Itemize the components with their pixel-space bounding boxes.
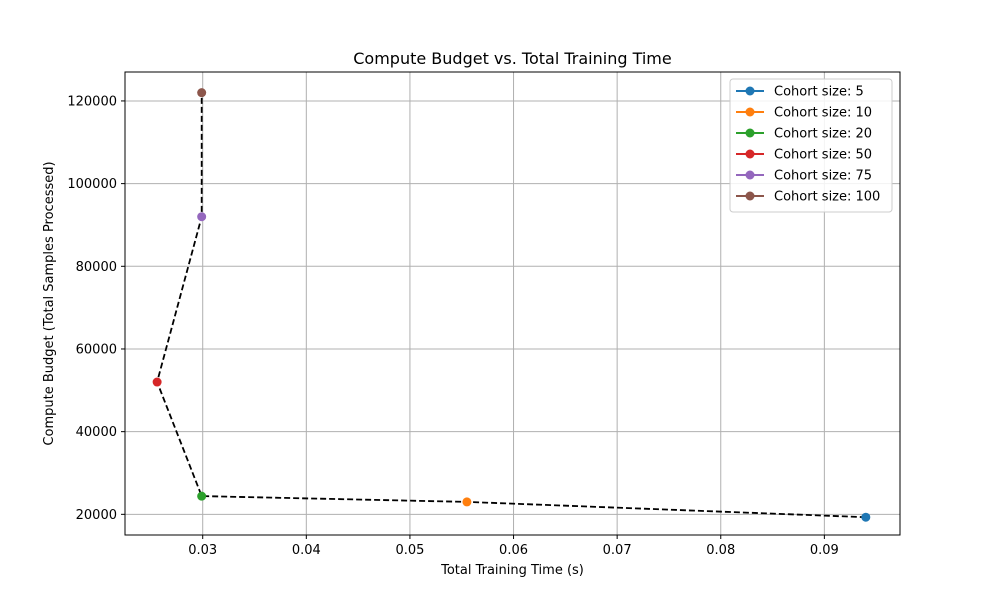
y-tick-label: 20000 [76,508,117,523]
x-tick-label: 0.09 [810,543,839,558]
legend-item: Cohort size: 5 [736,85,864,100]
y-tick-label: 120000 [67,94,117,109]
legend-item: Cohort size: 100 [736,190,880,205]
legend-marker [745,191,755,201]
y-axis-label: Compute Budget (Total Samples Processed) [42,161,57,445]
data-point [152,377,162,387]
legend: Cohort size: 5 Cohort size: 10 Cohort size… [729,78,893,213]
x-tick-label: 0.04 [292,543,321,558]
data-points [152,88,871,522]
data-point [197,491,207,501]
legend-item: Cohort size: 50 [736,148,872,163]
axis-ticks: 0.03 0.04 0.05 0.06 0.07 0.08 0.09 20000 40000 60… [67,94,838,558]
legend-marker [745,170,755,180]
legend-label: Cohort size: 20 [774,127,872,142]
connector-polyline [156,92,866,519]
legend-label: Cohort size: 100 [774,190,880,205]
legend-marker [745,149,755,159]
x-tick-label: 0.08 [706,543,735,558]
legend-box [729,78,893,213]
legend-label: Cohort size: 75 [774,169,872,184]
y-tick-label: 60000 [76,342,117,357]
legend-label: Cohort size: 10 [774,106,872,121]
chart-title: Compute Budget vs. Total Training Time [353,49,671,68]
plot-frame [124,71,901,536]
x-tick-label: 0.07 [603,543,632,558]
legend-item: Cohort size: 10 [736,106,872,121]
data-point [462,497,472,507]
legend-item: Cohort size: 20 [736,127,872,142]
legend-marker [745,86,755,96]
x-tick-label: 0.06 [499,543,528,558]
connector-line [156,92,866,519]
y-tick-label: 40000 [76,425,117,440]
legend-item: Cohort size: 75 [736,169,872,184]
x-axis-label: Total Training Time (s) [440,563,584,578]
legend-marker [745,128,755,138]
x-tick-label: 0.03 [188,543,217,558]
legend-marker [745,107,755,117]
y-tick-label: 80000 [76,260,117,275]
y-tick-label: 100000 [67,177,117,192]
data-point [197,88,207,98]
data-point [197,212,207,222]
data-point [861,512,871,522]
legend-label: Cohort size: 50 [774,148,872,163]
x-tick-label: 0.05 [395,543,424,558]
legend-label: Cohort size: 5 [774,85,864,100]
